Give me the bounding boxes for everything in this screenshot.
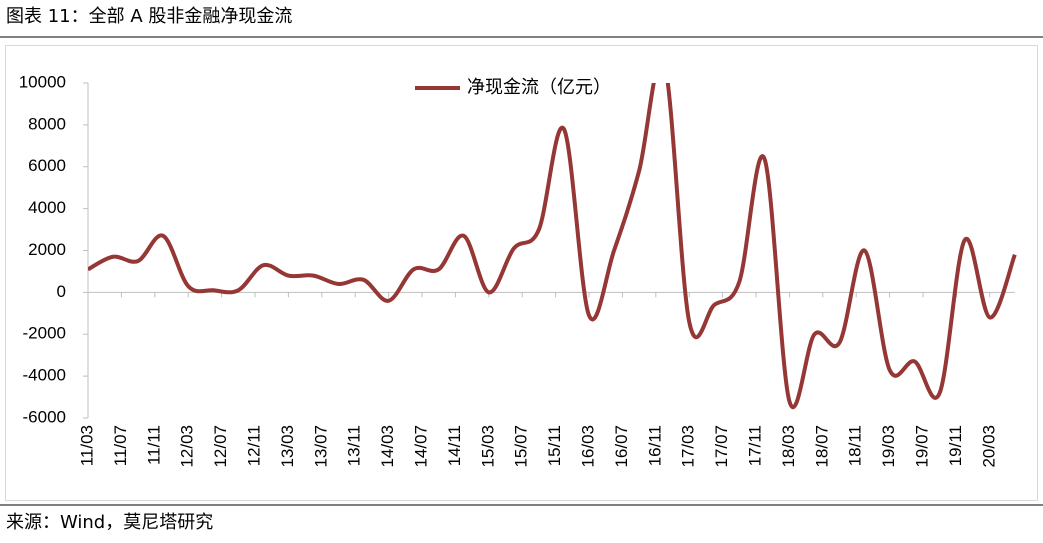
y-tick-label: -6000 [23, 407, 66, 426]
x-tick-label: 15/07 [512, 425, 531, 468]
y-tick-label: -4000 [23, 366, 66, 385]
x-tick-label: 18/03 [779, 425, 798, 468]
x-tick-label: 18/07 [812, 425, 831, 468]
x-tick-label: 19/11 [946, 425, 965, 466]
x-tick-label: 11/03 [77, 425, 96, 466]
chart-frame [5, 45, 1038, 501]
data-line [88, 83, 1017, 410]
x-tick-label: 16/07 [612, 425, 631, 468]
chart: -6000 -4000 -2000 0 2000 4000 6000 8000 10000 11/… [19, 72, 1017, 468]
x-tick-label: 15/03 [478, 425, 497, 468]
y-tick-label: 0 [57, 282, 66, 301]
x-tick-label: 19/07 [912, 425, 931, 468]
y-tick-label: -2000 [23, 324, 66, 343]
x-tick-label: 14/11 [445, 425, 464, 466]
x-tick-label: 16/03 [578, 425, 597, 468]
source-note: 来源：Wind，莫尼塔研究 [6, 512, 213, 533]
y-tick-label: 2000 [28, 240, 66, 259]
x-tick-label: 14/07 [411, 425, 430, 468]
x-tick-label: 12/07 [211, 425, 230, 468]
x-tick-label: 12/03 [178, 425, 197, 468]
y-tick-label: 10000 [19, 72, 66, 91]
x-tick-label: 16/11 [645, 425, 664, 466]
x-tick-label: 17/11 [745, 425, 764, 466]
x-tick-label: 12/11 [244, 425, 263, 466]
x-tick-label: 17/07 [712, 425, 731, 468]
x-tick-label: 13/11 [345, 425, 364, 466]
x-tick-label: 20/03 [979, 425, 998, 468]
x-tick-label: 13/07 [311, 425, 330, 468]
y-tick-label: 4000 [28, 198, 66, 217]
x-tick-label: 19/03 [879, 425, 898, 468]
figure-title: 图表 11：全部 A 股非金融净现金流 [6, 6, 292, 27]
y-tick-label: 6000 [28, 156, 66, 175]
x-tick-label: 11/11 [144, 425, 163, 465]
x-tick-label: 15/11 [545, 425, 564, 466]
x-tick-label: 14/03 [378, 425, 397, 468]
x-tick-label: 11/07 [111, 425, 130, 466]
x-tick-label: 17/03 [679, 425, 698, 468]
y-tick-label: 8000 [28, 114, 66, 133]
x-tick-label: 18/11 [846, 425, 865, 466]
legend-label: 净现金流（亿元） [467, 77, 611, 98]
x-tick-label: 13/03 [278, 425, 297, 468]
